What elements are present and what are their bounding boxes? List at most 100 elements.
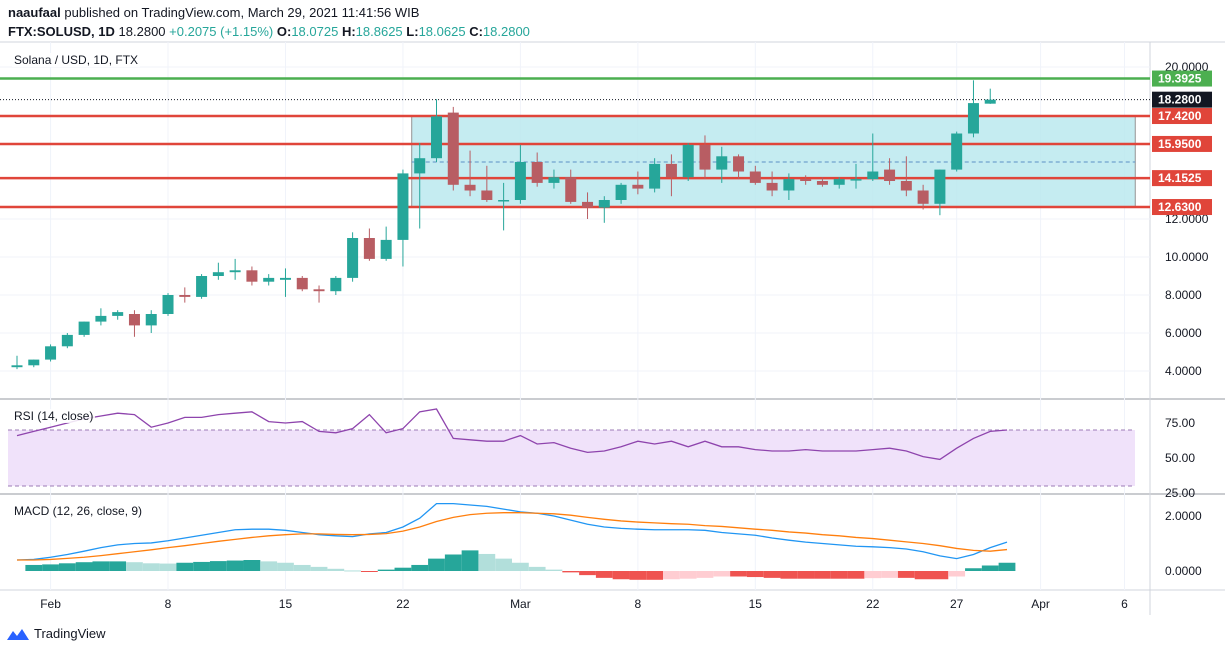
macd-histogram-bar — [310, 566, 328, 571]
macd-histogram-bar — [260, 561, 278, 571]
price-pane — [0, 42, 1225, 398]
macd-histogram-bar — [394, 567, 412, 571]
macd-histogram-bar — [226, 560, 244, 571]
candle-body — [649, 163, 661, 189]
macd-histogram-bar — [545, 569, 563, 571]
macd-histogram-bar — [243, 560, 261, 571]
candle-body — [431, 116, 442, 159]
candle-body — [363, 238, 375, 259]
candle-body — [800, 179, 812, 181]
candle-body — [112, 312, 124, 316]
macd-histogram-bar — [730, 571, 747, 577]
level-price-label: 12.6300 — [1158, 200, 1202, 214]
macd-histogram-bar — [461, 550, 479, 571]
macd-histogram-bar — [897, 571, 915, 578]
candle-body — [582, 201, 594, 208]
candle-body — [196, 276, 208, 297]
macd-histogram-bar — [92, 561, 110, 571]
candle-body — [682, 144, 694, 178]
x-tick-label: 15 — [749, 597, 763, 611]
candle-body — [716, 156, 728, 170]
macd-histogram-bar — [847, 571, 865, 579]
macd-histogram-bar — [881, 571, 898, 578]
price-tick-label: 20.0000 — [1165, 60, 1209, 74]
macd-histogram-bar — [914, 571, 932, 580]
macd-histogram-bar — [293, 564, 311, 571]
macd-histogram-bar — [411, 564, 429, 571]
tradingview-logo-icon — [7, 628, 29, 640]
macd-histogram-bar — [696, 571, 714, 578]
macd-histogram-bar — [663, 571, 680, 580]
candle-body — [145, 314, 157, 326]
candle-body — [699, 144, 711, 170]
level-price-tag — [1152, 70, 1212, 87]
macd-histogram-bar — [814, 571, 831, 579]
macd-histogram-bar — [763, 571, 781, 578]
candle-body — [95, 315, 107, 322]
candle-body — [833, 179, 845, 185]
macd-histogram-bar — [646, 571, 664, 580]
macd-pane-title: MACD (12, 26, close, 9) — [12, 504, 145, 518]
macd-histogram-bar — [360, 571, 378, 572]
level-price-label: 15.9500 — [1158, 137, 1202, 151]
ohlc-line: FTX:SOLUSD, 1D 18.2800 +0.2075 (+1.15%) … — [8, 24, 530, 39]
publisher-name: naaufaal — [8, 5, 61, 20]
price-tick-label: 6.0000 — [1165, 326, 1202, 340]
publish-info: naaufaal published on TradingView.com, M… — [8, 5, 419, 20]
candle-body — [967, 103, 979, 134]
candle-body — [212, 272, 224, 276]
macd-histogram-bar — [746, 571, 764, 578]
rsi-line — [16, 408, 1008, 461]
rsi-tick-label: 50.00 — [1165, 451, 1195, 465]
published-text: published on TradingView.com, March 29, … — [64, 5, 420, 20]
open-value: 18.0725 — [291, 24, 339, 39]
candle-body — [900, 181, 912, 191]
candle-body — [816, 181, 828, 185]
macd-histogram-bar — [193, 561, 210, 571]
level-price-label: 19.3925 — [1158, 72, 1202, 86]
candle-body — [296, 277, 308, 290]
brand-label: TradingView — [34, 626, 106, 641]
high-value: 18.8625 — [355, 24, 403, 39]
macd-histogram-bar — [478, 553, 496, 571]
macd-tick-label: 0.0000 — [1165, 564, 1202, 578]
level-price-tag — [1152, 108, 1212, 125]
level-price-label: 17.4200 — [1158, 109, 1202, 123]
x-tick-label: 27 — [950, 597, 964, 611]
tradingview-logo[interactable]: TradingView — [6, 626, 106, 641]
macd-histogram-bar — [830, 571, 848, 579]
last-price-label: 18.2800 — [1158, 93, 1202, 107]
candle-body — [229, 270, 241, 273]
candle-body — [61, 334, 73, 347]
macd-histogram-bar — [629, 571, 647, 580]
price-tick-label: 12.0000 — [1165, 212, 1209, 226]
close-value: 18.2800 — [482, 24, 530, 39]
x-tick-label: 6 — [1121, 597, 1128, 611]
candle-body — [179, 295, 191, 297]
macd-histogram-bar — [344, 570, 361, 572]
macd-tick-label: 2.0000 — [1165, 509, 1202, 523]
macd-histogram-bar — [679, 571, 697, 579]
candle-body — [414, 158, 426, 174]
level-price-tag — [1152, 199, 1212, 216]
macd-histogram-bar — [58, 563, 76, 571]
candle-body — [447, 112, 459, 185]
macd-histogram-bar — [495, 558, 512, 571]
candle-body — [984, 99, 996, 104]
rsi-tick-label: 25.00 — [1165, 486, 1195, 500]
last-price-tag — [1152, 91, 1212, 108]
macd-histogram-bar — [512, 562, 529, 571]
candle-body — [783, 179, 795, 191]
candle-body — [766, 182, 778, 191]
candle-body — [498, 200, 510, 202]
candle-body — [733, 156, 745, 172]
macd-histogram-bar — [948, 571, 966, 577]
macd-histogram-bar — [159, 563, 177, 571]
candle-body — [531, 162, 543, 183]
x-tick-label: Feb — [40, 597, 61, 611]
macd-histogram-bar — [126, 562, 143, 571]
macd-histogram-bar — [277, 562, 294, 571]
candle-body — [28, 359, 40, 366]
rsi-pane-title: RSI (14, close) — [12, 409, 96, 423]
